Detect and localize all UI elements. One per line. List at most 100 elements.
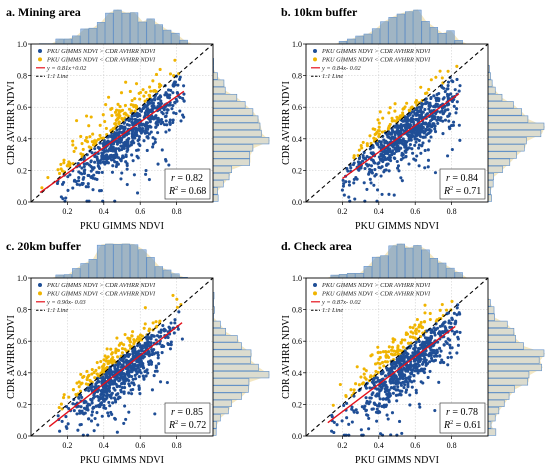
point-above	[135, 353, 140, 357]
point-above	[402, 360, 406, 365]
point-above	[94, 404, 98, 408]
point-above	[118, 384, 122, 388]
point-above	[404, 390, 408, 394]
x-tick-label: 0.6	[135, 207, 145, 216]
point-above	[455, 351, 459, 355]
legend-below: PKU GIMMS NDVI < CDR AVHRR NDVI	[46, 56, 156, 63]
point-above	[367, 427, 371, 431]
point-below	[80, 381, 84, 385]
top-hist-bar	[72, 35, 81, 45]
point-above	[121, 154, 125, 158]
legend-fit: y = 0.87x- 0.02	[321, 299, 362, 306]
point-below	[368, 375, 373, 379]
y-tick-label: 1.0	[292, 274, 302, 283]
point-above	[400, 431, 404, 435]
point-above	[106, 149, 110, 153]
point-above	[347, 183, 352, 187]
point-above	[134, 377, 138, 381]
point-above	[146, 135, 150, 139]
point-above	[111, 401, 115, 405]
point-below	[438, 308, 442, 312]
point-above	[107, 156, 111, 160]
point-above	[432, 122, 436, 126]
point-below	[413, 323, 417, 327]
point-above	[114, 400, 118, 404]
point-above	[109, 378, 113, 382]
top-hist-bar	[63, 274, 73, 279]
point-above	[414, 357, 418, 361]
point-below	[75, 381, 79, 385]
point-above	[455, 107, 459, 111]
point-above	[397, 372, 401, 377]
point-above	[377, 145, 381, 149]
point-below	[393, 109, 397, 113]
point-above	[114, 131, 118, 135]
point-above	[101, 375, 105, 379]
point-above	[80, 172, 84, 176]
point-above	[426, 158, 431, 162]
legend-oneone: 1:1 Line	[47, 73, 68, 80]
point-above	[152, 334, 156, 338]
point-below	[77, 385, 81, 389]
point-above	[387, 169, 391, 173]
point-above	[437, 380, 441, 384]
point-above	[414, 388, 418, 392]
point-above	[389, 137, 393, 141]
point-above	[156, 131, 160, 135]
point-below	[411, 326, 415, 330]
y-axis-label: CDR AVHRR NDVI	[6, 81, 17, 165]
top-hist-bar	[454, 272, 463, 279]
point-below	[152, 89, 156, 93]
point-above	[393, 133, 397, 137]
fit-line	[48, 322, 183, 428]
point-above	[107, 400, 111, 404]
point-above	[160, 148, 164, 152]
point-above	[166, 335, 170, 340]
point-above	[397, 169, 401, 173]
point-above	[66, 188, 70, 192]
point-below	[414, 331, 418, 336]
top-hist-bar	[396, 243, 405, 279]
point-above	[401, 137, 405, 141]
point-above	[452, 120, 456, 124]
point-above	[400, 374, 405, 378]
point-below	[115, 108, 119, 112]
point-below	[116, 117, 120, 121]
point-above	[138, 362, 142, 366]
point-below	[394, 349, 398, 354]
point-above	[115, 139, 119, 144]
legend-above: PKU GIMMS NDVI > CDR AVHRR NDVI	[46, 282, 156, 289]
point-above	[408, 142, 412, 147]
point-below	[117, 343, 121, 347]
point-above	[143, 113, 147, 117]
point-below	[440, 303, 444, 307]
point-above	[448, 351, 452, 355]
point-below	[103, 354, 107, 358]
point-above	[441, 112, 445, 116]
point-above	[437, 91, 441, 96]
point-above	[137, 135, 142, 139]
side-hist-bar	[212, 327, 226, 336]
point-above	[411, 151, 415, 155]
one-to-one-line	[30, 43, 214, 203]
point-above	[413, 143, 417, 147]
point-above	[159, 122, 163, 126]
point-above	[147, 354, 151, 358]
side-hist-bar	[212, 399, 232, 407]
point-above	[449, 124, 454, 128]
point-below	[71, 387, 76, 392]
point-below	[110, 360, 115, 364]
point-above	[109, 368, 113, 372]
point-above	[398, 129, 402, 133]
point-above	[149, 359, 153, 363]
point-above	[332, 430, 336, 435]
point-above	[429, 135, 433, 139]
point-below	[93, 139, 97, 143]
point-below	[101, 136, 106, 140]
stats-frame	[164, 402, 211, 434]
point-above	[404, 150, 408, 154]
point-above	[165, 111, 169, 115]
point-above	[122, 128, 126, 132]
side-hist-bar	[487, 406, 500, 415]
top-hist-bar	[405, 247, 414, 279]
